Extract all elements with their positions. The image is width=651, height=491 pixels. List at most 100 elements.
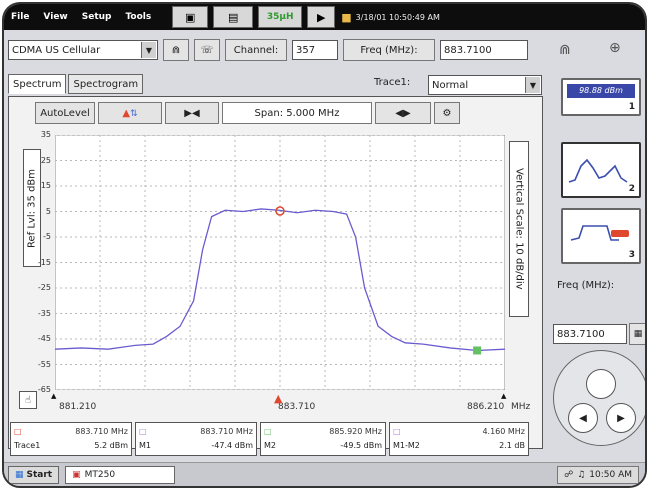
expand-icon: ◀▶ xyxy=(395,107,411,119)
sidebar-freq-input[interactable]: 883.7100 xyxy=(553,324,627,344)
channel-button[interactable]: Channel: xyxy=(225,39,287,61)
plot-toolbar: AutoLevel ▲⇅ ▶◀ Span: 5.000 MHz ◀▶ ⚙ xyxy=(35,102,460,124)
trace-label: Trace1: xyxy=(374,77,411,88)
tab-spectrogram[interactable]: Spectrogram xyxy=(68,74,144,94)
marker-value: 5.2 dBm xyxy=(94,441,128,450)
span-icon: ▶◀ xyxy=(184,107,200,119)
autolevel-button[interactable]: AutoLevel xyxy=(35,102,95,124)
spectrum-thumb-icon xyxy=(568,158,628,183)
floppy-icon: ▣ xyxy=(185,10,196,24)
marker-value: -49.5 dBm xyxy=(340,441,382,450)
antenna-mode-button[interactable]: ⋒ xyxy=(163,39,189,61)
print-button[interactable]: ▤ xyxy=(213,6,254,28)
y-tick-label: 25 xyxy=(40,155,51,165)
marker-swatch: □ xyxy=(14,427,22,436)
view-tabs: Spectrum Spectrogram xyxy=(8,74,144,94)
y-tick-label: -45 xyxy=(37,334,51,343)
x-tick-mark: ▲ xyxy=(51,392,57,400)
x-unit-label: MHz xyxy=(511,402,531,412)
dpad-right-button[interactable]: ▶ xyxy=(606,403,636,433)
play-button[interactable]: ▶ xyxy=(307,6,336,28)
phone-icon: ☏ xyxy=(200,44,214,56)
touch-icon[interactable]: ☝ xyxy=(19,391,37,409)
network-icon[interactable]: ☍ xyxy=(564,469,574,480)
signal-icon[interactable]: ⊕ xyxy=(609,40,621,56)
x-tick-mark: ▲ xyxy=(501,392,507,400)
dpad-center-button[interactable] xyxy=(586,369,616,399)
app-icon: ▣ xyxy=(72,469,81,480)
volume-icon[interactable]: ♫ xyxy=(577,469,586,480)
printer-icon: ▤ xyxy=(228,10,239,24)
save-button[interactable]: ▣ xyxy=(172,6,209,28)
marker-swatch: □ xyxy=(393,427,401,436)
center-marker-icon: ▲ xyxy=(274,392,283,405)
center-button[interactable]: ◀▶ xyxy=(375,102,431,124)
direction-pad: ◀ ▶ xyxy=(553,350,645,446)
spectrum-chart[interactable] xyxy=(55,135,505,390)
marker-readout-4[interactable]: □ 4.160 MHz M1-M2 2.1 dB xyxy=(389,422,529,456)
start-button[interactable]: ▦ Start xyxy=(8,465,60,484)
marker-value: -47.4 dBm xyxy=(211,441,253,450)
view-number: 2 xyxy=(628,184,635,194)
x-tick-label: 881.210 xyxy=(59,402,97,412)
readout-button[interactable]: 98.88 dBm 1 xyxy=(561,78,641,116)
y-tick-label: 35 xyxy=(40,130,51,139)
span-adjust-button[interactable]: ▶◀ xyxy=(165,102,219,124)
marker-freq: 885.920 MHz xyxy=(329,427,382,436)
y-tick-label: -55 xyxy=(37,359,51,369)
readout-value: 98.88 dBm xyxy=(567,84,635,98)
vertical-scale-button[interactable]: Vertical Scale: 10 dB/div xyxy=(509,141,529,317)
gear-icon: ⚙ xyxy=(442,107,452,119)
menu-file[interactable]: File xyxy=(11,12,30,22)
readout-number: 1 xyxy=(628,102,635,112)
y-tick-label: -65 xyxy=(37,385,51,394)
marker-swatch: □ xyxy=(139,427,147,436)
freq-button[interactable]: Freq (MHz): xyxy=(343,39,435,61)
arrow-left-icon: ◀ xyxy=(579,412,587,424)
system-tray: ☍ ♫ 10:50 AM xyxy=(557,465,639,484)
chevron-down-icon: ▼ xyxy=(525,77,540,93)
tab-spectrum[interactable]: Spectrum xyxy=(8,74,67,94)
mode-button[interactable]: ☏ xyxy=(194,39,220,61)
peak-search-button[interactable]: ▲⇅ xyxy=(98,102,162,124)
dpad-left-button[interactable]: ◀ xyxy=(568,403,598,433)
antenna-icon: ⋒ xyxy=(171,44,181,56)
marker-name: M1-M2 xyxy=(393,441,420,450)
channel-power-button[interactable]: 3 xyxy=(561,208,641,264)
marker-name: M1 xyxy=(139,441,151,450)
freq-input[interactable]: 883.7100 xyxy=(440,40,528,60)
channel-input[interactable]: 357 xyxy=(292,40,338,60)
spectrum-panel: AutoLevel ▲⇅ ▶◀ Span: 5.000 MHz ◀▶ ⚙ Ref… xyxy=(8,96,543,449)
span-display[interactable]: Span: 5.000 MHz xyxy=(222,102,372,124)
menu-view[interactable]: View xyxy=(43,12,68,22)
marker-m2[interactable] xyxy=(473,346,482,355)
marker-name: M2 xyxy=(264,441,276,450)
ruler-button[interactable]: 35µH xyxy=(258,6,303,28)
marker-m1[interactable] xyxy=(275,206,285,216)
trace-select[interactable]: Normal ▼ xyxy=(428,75,542,95)
menu-tools[interactable]: Tools xyxy=(125,12,152,22)
spectrum-view-button[interactable]: 2 xyxy=(561,142,641,198)
marker-readouts: □ 883.710 MHz Trace1 5.2 dBm □ 883.710 MHz M1-… xyxy=(10,422,535,456)
chevron-down-icon: ▼ xyxy=(141,42,156,58)
datetime: ■ 3/18/01 10:50:49 AM xyxy=(341,10,440,24)
standard-select[interactable]: CDMA US Cellular ▼ xyxy=(8,40,158,60)
right-sidebar: ⋒ ⊕ 98.88 dBm 1 2 3 Freq (MHz): 883.7100… xyxy=(553,32,645,462)
windows-logo-icon: ▦ xyxy=(15,469,24,480)
marker-freq: 883.710 MHz xyxy=(75,427,128,436)
marker-readout-2[interactable]: □ 883.710 MHz M1 -47.4 dBm xyxy=(135,422,257,456)
taskbar-app-item[interactable]: ▣ MT250 xyxy=(65,465,176,484)
keypad-button[interactable]: ▦ xyxy=(629,323,645,345)
marker-readout-1[interactable]: □ 883.710 MHz Trace1 5.2 dBm xyxy=(10,422,132,456)
marker-readout-3[interactable]: □ 885.920 MHz M2 -49.5 dBm xyxy=(260,422,386,456)
clock: 10:50 AM xyxy=(589,469,632,480)
marker-freq: 883.710 MHz xyxy=(200,427,253,436)
settings-button[interactable]: ⚙ xyxy=(434,102,460,124)
arrow-right-icon: ▶ xyxy=(617,412,625,424)
play-icon: ▶ xyxy=(317,10,326,24)
sidebar-freq-label: Freq (MHz): xyxy=(557,280,615,291)
menu-setup[interactable]: Setup xyxy=(81,12,112,22)
antenna-icon[interactable]: ⋒ xyxy=(559,42,571,58)
y-tick-label: 5 xyxy=(45,206,51,216)
